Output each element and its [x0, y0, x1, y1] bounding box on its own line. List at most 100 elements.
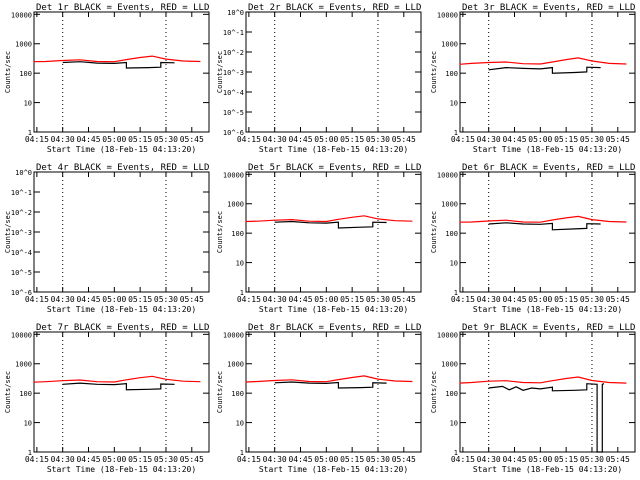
y-axis-label: Counts/sec [216, 51, 224, 93]
y-tick-label: 10^-4 [223, 89, 244, 97]
y-tick-label: 100 [231, 230, 244, 238]
y-axis-label: Counts/sec [430, 211, 438, 253]
y-tick-label: 100 [19, 70, 32, 78]
x-tick-label: 04:30 [51, 295, 75, 304]
x-tick-label: 05:45 [392, 135, 416, 144]
y-tick-label: 10^-1 [11, 189, 32, 197]
plot-frame [245, 11, 422, 133]
x-tick-label: 05:45 [392, 295, 416, 304]
y-tick-label: 10^-2 [11, 209, 32, 217]
x-tick-label: 04:15 [25, 135, 49, 144]
chart-title: Det 1r BLACK = Events, RED = LLD [36, 3, 209, 13]
series-line-events [62, 382, 175, 391]
y-tick-label: 10 [236, 420, 244, 428]
x-tick-label: 05:15 [128, 455, 152, 464]
series-line-lld [245, 215, 413, 223]
y-tick-label: 10^-6 [223, 129, 244, 137]
x-tick-label: 05:45 [606, 455, 630, 464]
series-line-events [274, 220, 387, 229]
y-tick-label: 100 [445, 390, 458, 398]
x-axis-label: Start Time (18-Feb-15 04:13:20) [259, 305, 408, 314]
chart-title: Det 2r BLACK = Events, RED = LLD [248, 3, 421, 13]
x-tick-label: 05:30 [580, 455, 604, 464]
series-line-events [488, 66, 601, 74]
y-tick-label: 10000 [223, 331, 244, 339]
x-tick-label: 05:15 [554, 135, 578, 144]
x-tick-label: 05:30 [366, 455, 390, 464]
y-tick-label: 1 [240, 449, 244, 457]
series-line-lld [33, 375, 201, 383]
x-tick-label: 04:15 [237, 135, 261, 144]
plot-frame [459, 171, 636, 293]
x-axis-label: Start Time (18-Feb-15 04:13:20) [473, 465, 622, 474]
x-tick-label: 05:30 [366, 135, 390, 144]
x-tick-label: 04:45 [288, 135, 312, 144]
y-tick-label: 1 [454, 129, 458, 137]
y-tick-label: 10 [450, 260, 458, 268]
x-tick-label: 04:15 [451, 135, 475, 144]
x-tick-label: 05:30 [366, 295, 390, 304]
plot-frame [33, 331, 210, 453]
y-axis-label: Counts/sec [216, 211, 224, 253]
y-tick-label: 10^0 [15, 169, 32, 177]
y-axis-label: Counts/sec [430, 371, 438, 413]
y-tick-label: 100 [231, 390, 244, 398]
y-tick-label: 1000 [15, 41, 32, 49]
x-tick-label: 04:45 [288, 295, 312, 304]
chart-title: Det 6r BLACK = Events, RED = LLD [462, 163, 635, 173]
y-axis-label: Counts/sec [4, 51, 12, 93]
series-line-lld [33, 55, 201, 63]
chart-title: Det 3r BLACK = Events, RED = LLD [462, 3, 635, 13]
y-tick-label: 10^-3 [11, 229, 32, 237]
x-tick-label: 05:00 [314, 455, 338, 464]
y-tick-label: 10000 [437, 11, 458, 19]
x-tick-label: 04:30 [477, 135, 501, 144]
y-tick-label: 1000 [227, 201, 244, 209]
x-tick-label: 05:00 [528, 295, 552, 304]
x-tick-label: 05:45 [606, 295, 630, 304]
x-tick-label: 05:30 [154, 135, 178, 144]
x-tick-label: 04:15 [237, 455, 261, 464]
y-tick-label: 10000 [223, 171, 244, 179]
x-tick-label: 05:45 [180, 135, 204, 144]
x-tick-label: 05:45 [180, 455, 204, 464]
x-tick-label: 05:00 [314, 135, 338, 144]
y-tick-label: 10 [236, 260, 244, 268]
plot-frame [33, 11, 210, 133]
chart-title: Det 4r BLACK = Events, RED = LLD [36, 163, 209, 173]
y-tick-label: 1000 [441, 201, 458, 209]
y-tick-label: 10 [450, 420, 458, 428]
x-tick-label: 05:45 [606, 135, 630, 144]
panel-det-9: Det 9r BLACK = Events, RED = LLD Start Ti… [430, 323, 636, 474]
y-tick-label: 10000 [437, 331, 458, 339]
y-tick-label: 10000 [437, 171, 458, 179]
x-tick-label: 04:30 [263, 135, 287, 144]
x-tick-label: 04:45 [76, 455, 100, 464]
series-line-events [274, 381, 387, 389]
chart-title: Det 5r BLACK = Events, RED = LLD [248, 163, 421, 173]
x-tick-label: 05:00 [102, 455, 126, 464]
panel-det-6: Det 6r BLACK = Events, RED = LLD Start Ti… [430, 163, 636, 314]
y-tick-label: 10^-1 [223, 29, 244, 37]
x-tick-label: 04:15 [25, 455, 49, 464]
y-tick-label: 10 [24, 420, 32, 428]
x-tick-label: 05:30 [580, 135, 604, 144]
x-tick-label: 04:45 [502, 455, 526, 464]
y-tick-label: 10^-2 [223, 49, 244, 57]
panel-det-2: Det 2r BLACK = Events, RED = LLD Start Ti… [216, 3, 422, 154]
x-tick-label: 05:30 [154, 295, 178, 304]
x-axis-label: Start Time (18-Feb-15 04:13:20) [473, 305, 622, 314]
series-line-lld [459, 215, 627, 223]
y-tick-label: 100 [445, 230, 458, 238]
y-tick-label: 10^-3 [223, 69, 244, 77]
x-axis-label: Start Time (18-Feb-15 04:13:20) [47, 305, 196, 314]
x-axis-label: Start Time (18-Feb-15 04:13:20) [47, 145, 196, 154]
x-tick-label: 04:30 [263, 295, 287, 304]
x-tick-label: 04:15 [237, 295, 261, 304]
x-tick-label: 05:00 [528, 135, 552, 144]
series-line-events [62, 61, 175, 69]
plot-frame [459, 331, 636, 453]
x-tick-label: 05:15 [340, 455, 364, 464]
x-tick-label: 04:45 [288, 455, 312, 464]
